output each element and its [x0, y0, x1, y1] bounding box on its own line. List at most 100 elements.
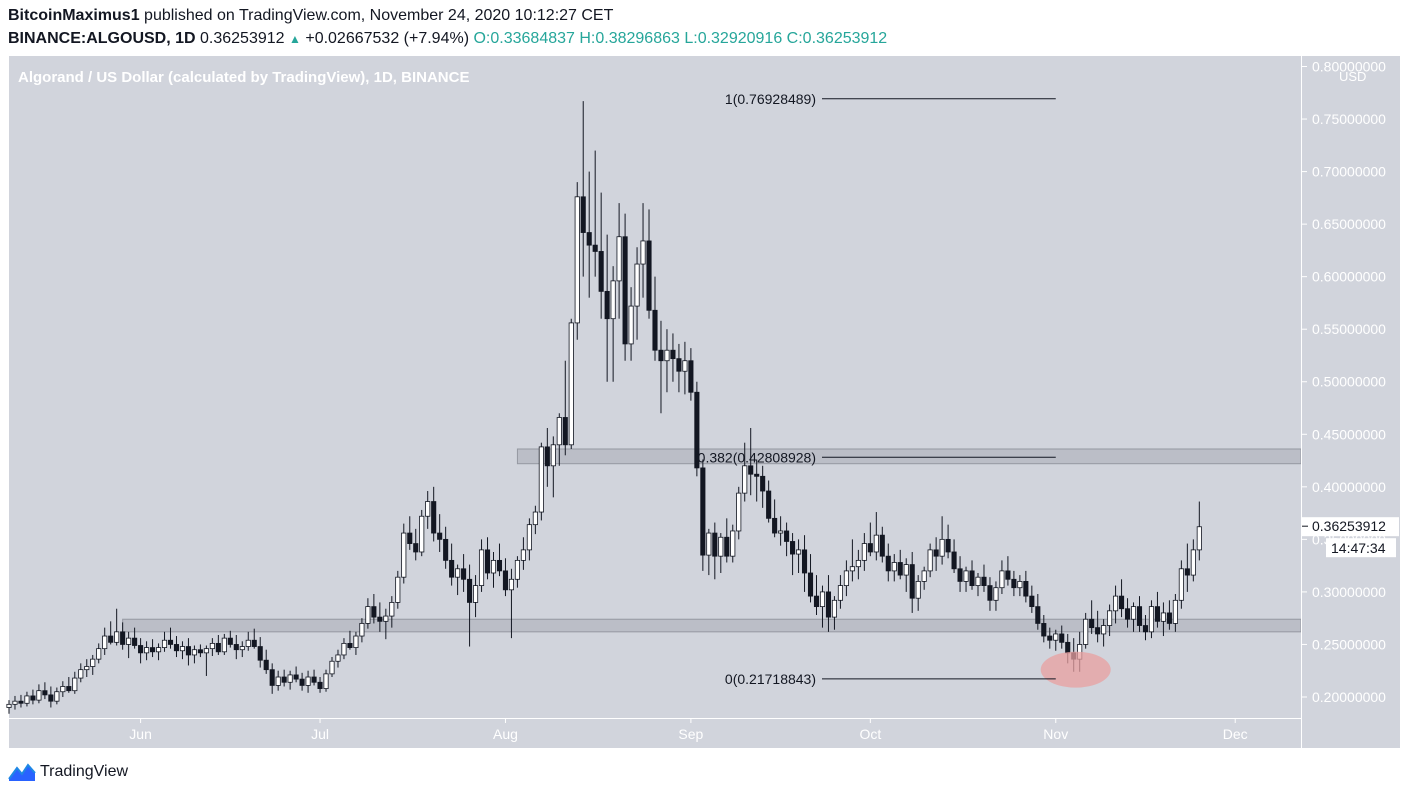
candle-body [694, 391, 700, 469]
candle-body [203, 648, 209, 654]
candle-body [873, 534, 879, 553]
candle-body [790, 541, 796, 555]
candle-body [1107, 610, 1113, 626]
candle-body [1023, 580, 1029, 597]
candle-body [1196, 526, 1202, 551]
candle-body [730, 530, 736, 557]
horizontal-zone [516, 448, 1302, 465]
y-tick-label: 0.75000000 [1312, 111, 1386, 127]
candle-body [586, 232, 592, 246]
y-tick-label: 0.80000000 [1312, 59, 1386, 75]
candle-body [574, 196, 580, 324]
candle-body [610, 280, 616, 320]
y-tick-label: 0.50000000 [1312, 374, 1386, 390]
candle-body [78, 669, 84, 679]
y-tick-label: 0.45000000 [1312, 426, 1386, 442]
candle-body [215, 642, 221, 653]
candle-body [132, 637, 138, 646]
open-value: 0.33684837 [490, 30, 575, 47]
candle-body [658, 349, 664, 362]
candle-body [54, 691, 60, 702]
candle-body [377, 616, 383, 622]
tradingview-brand[interactable]: TradingView [8, 762, 128, 782]
candle-body [371, 606, 377, 618]
highlight-ellipse [1040, 651, 1111, 688]
candle-body [1035, 606, 1041, 624]
candle-body [772, 517, 778, 534]
candle-body [239, 646, 245, 651]
candle-body [227, 637, 233, 645]
candle-body [1178, 568, 1184, 601]
candle-body [664, 349, 670, 362]
candle-body [484, 549, 491, 574]
candle-body [831, 599, 837, 618]
x-tick-label: Dec [1223, 726, 1248, 742]
tradingview-logo-icon [8, 763, 36, 781]
brand-name: TradingView [40, 763, 129, 780]
y-tick-label: 0.25000000 [1312, 636, 1386, 652]
candle-body [598, 251, 604, 292]
candle-body [885, 555, 891, 572]
candle-body [473, 585, 479, 603]
candle-body [102, 635, 108, 650]
candle-body [1119, 595, 1125, 610]
candle-body [167, 639, 174, 645]
candle-body [401, 532, 407, 578]
candle-body [329, 660, 335, 675]
candle-body [640, 240, 646, 265]
candle-body [1101, 625, 1107, 635]
candle-body [30, 695, 36, 701]
candle-body [754, 473, 760, 477]
candle-body [957, 568, 963, 582]
candle-body [36, 690, 42, 701]
candle-body [1130, 606, 1137, 620]
candle-body [945, 538, 951, 553]
candle-body [365, 606, 371, 624]
price-axis[interactable] [1302, 56, 1400, 748]
countdown-label: 14:47:34 [1331, 540, 1386, 556]
candle-body [1113, 595, 1119, 612]
ohlc-legend: BINANCE:ALGOUSD, 1D 0.36253912 ▲ +0.0266… [8, 30, 887, 48]
time-axis[interactable] [9, 718, 1301, 748]
candle-body [263, 659, 269, 671]
candle-body [784, 530, 790, 542]
candle-body [185, 646, 191, 656]
candle-body [580, 196, 586, 233]
candle-body [1095, 627, 1101, 635]
candle-body [813, 595, 820, 608]
candle-body [670, 349, 676, 360]
candle-body [251, 639, 257, 647]
candle-body [796, 549, 802, 555]
price-tag-box [1302, 517, 1399, 537]
candle-body [323, 673, 329, 689]
x-tick-label: Jul [311, 726, 329, 742]
up-arrow-icon: ▲ [289, 32, 301, 46]
candle-body [341, 642, 347, 656]
candle-body [48, 694, 54, 702]
candle-body [724, 536, 730, 557]
price-change: +0.02667532 (+7.94%) [305, 30, 470, 47]
candle-body [981, 576, 987, 587]
candle-body [718, 536, 724, 557]
candle-body [353, 635, 359, 648]
high-label: H: [579, 30, 596, 47]
candle-body [221, 637, 227, 653]
plot-area[interactable] [9, 56, 1301, 718]
y-tick-label: 0.20000000 [1312, 689, 1386, 705]
candle-body [855, 559, 861, 568]
countdown-box [1326, 538, 1396, 558]
candle-body [933, 549, 939, 557]
candle-body [120, 631, 126, 645]
axis-unit-label: USD [1339, 69, 1366, 84]
x-tick-label: Sep [678, 726, 703, 742]
candle-body [652, 309, 658, 351]
candle-body [138, 645, 144, 654]
candle-body [233, 644, 239, 651]
candle-body [96, 648, 102, 660]
candle-body [556, 417, 562, 446]
candle-body [682, 360, 688, 372]
fib-level-label: 0.382(0.42808928) [698, 449, 816, 465]
horizontal-zone [122, 618, 1302, 633]
candle-body [897, 562, 903, 576]
